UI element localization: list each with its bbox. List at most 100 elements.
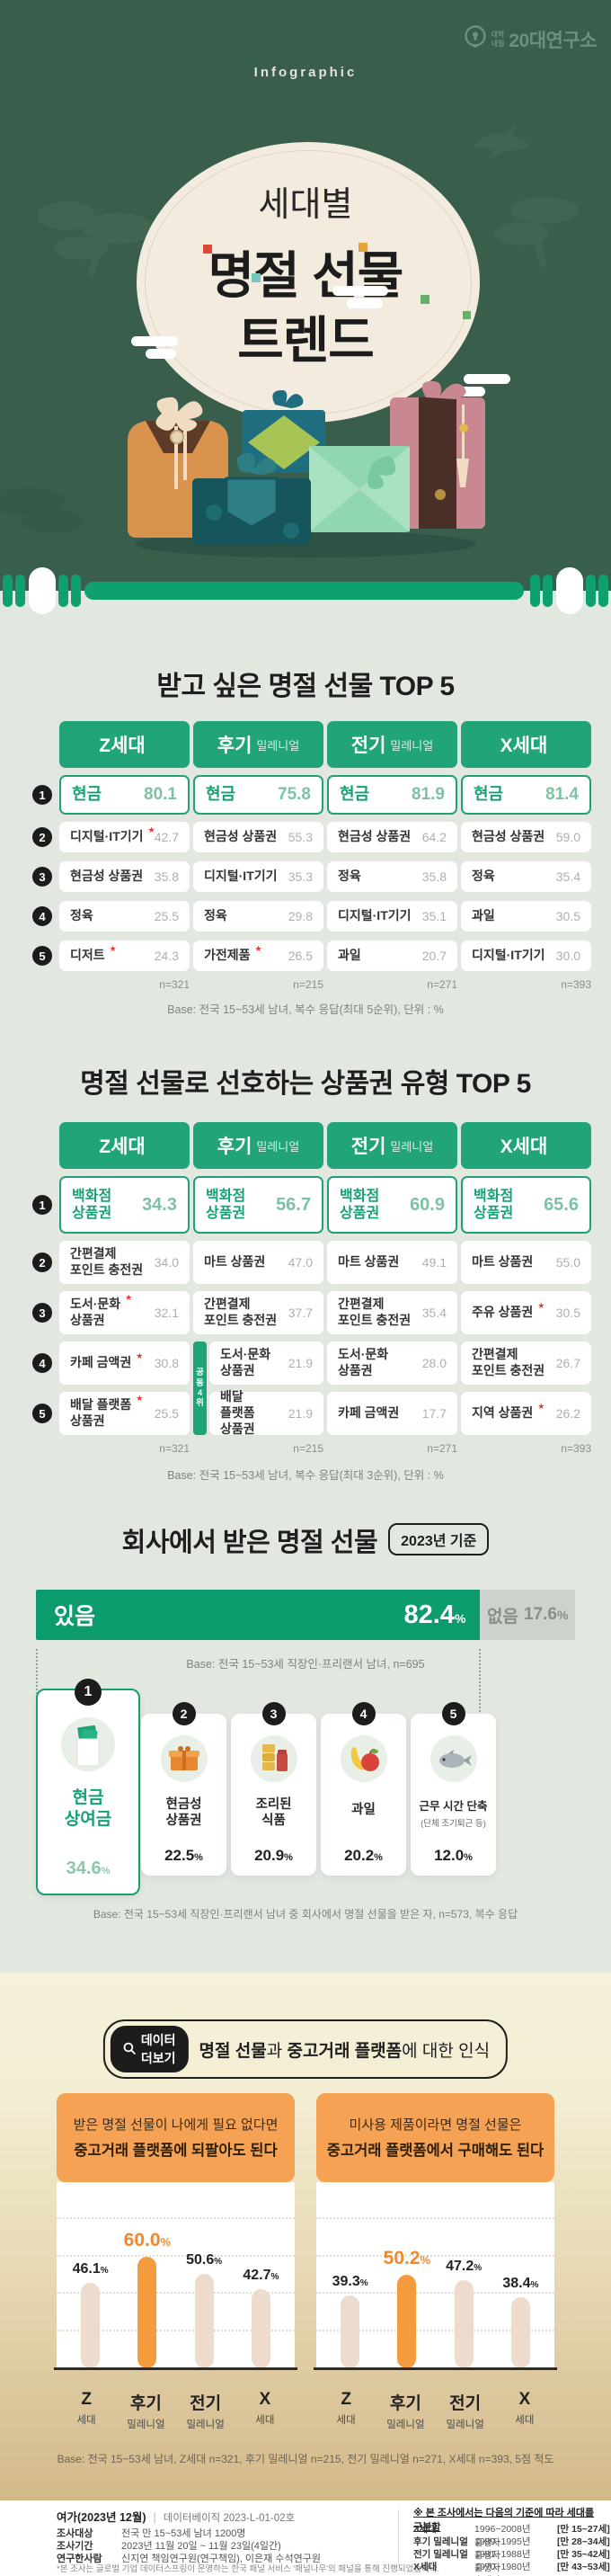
bar-chart-resell: 46.1% 60.0% 50.6% 42.7% [54, 2182, 297, 2370]
sample-size: n=215 [293, 978, 323, 991]
table-cell: 간편결제 포인트 충전권 37.7 [193, 1291, 323, 1334]
table-cell: 카페 금액권 17.7 [327, 1392, 457, 1435]
x-axis [314, 2367, 557, 2370]
table-cell: 과일 30.5 [461, 901, 591, 931]
voucher-label: 간편결제 포인트 충전권 [338, 1297, 412, 1327]
cash-bonus-icon [59, 1716, 117, 1778]
tie-rank-tag: 공 동 4 위 [193, 1341, 207, 1435]
gridline [316, 2330, 554, 2331]
guide-dotted-line [36, 1649, 38, 1726]
infographic-tag: Infographic [253, 65, 358, 80]
no-label: 없음 [486, 1607, 518, 1627]
rod-white-pill [556, 567, 583, 614]
bird-silhouette [473, 124, 530, 160]
gift-voucher-icon [159, 1734, 209, 1788]
voucher-label: 도서·문화 상품권 [220, 1347, 271, 1377]
header-name: Z세대 [99, 1136, 146, 1157]
rank-circle: 4 [32, 1353, 52, 1373]
table-cell: 도서·문화 상품권 28.0 [327, 1341, 457, 1385]
new-entry-star-icon: ★ [136, 1394, 144, 1403]
gridline [57, 2330, 295, 2331]
header-name: 전기 [350, 1136, 386, 1157]
rank-circle: 4 [351, 1702, 376, 1725]
column-header-early-millennial: 전기 밀레니얼 [327, 721, 457, 768]
gridline [316, 2217, 554, 2219]
new-entry-star-icon: ★ [109, 944, 117, 953]
table-cell: 현금 75.8 [193, 775, 323, 815]
separator: | [153, 2511, 156, 2524]
table-cell: 도서·문화 상품권 ★ 32.1 [59, 1291, 190, 1334]
column-header-gen-z: Z세대 [59, 1122, 190, 1169]
voucher-value: 35.4 [421, 1306, 447, 1320]
x-label: X 세대 [515, 2390, 535, 2426]
footer [0, 2500, 611, 2576]
gift-value: 80.1 [144, 785, 177, 804]
voucher-label: 마트 상품권 [472, 1254, 534, 1269]
gift-value: 35.3 [288, 869, 313, 884]
voucher-value: 47.0 [288, 1255, 313, 1270]
bar [194, 2274, 214, 2368]
voucher-value: 25.5 [154, 1406, 179, 1421]
column-header-early-millennial: 전기 밀레니얼 [327, 1122, 457, 1169]
table-cell: 정육 35.4 [461, 861, 591, 892]
voucher-label: 간편결제 포인트 충전권 [70, 1246, 144, 1277]
gift-label: 과일 [338, 948, 361, 962]
gift-card-rank5: 5 근무 시간 단축 (단체 조기퇴근 등) 12.0% [411, 1702, 496, 1876]
title-egg-panel [137, 142, 480, 423]
x-label: 전기 밀레니얼 [186, 2394, 225, 2430]
bar-value-label: 47.2% [446, 2259, 483, 2275]
bar [81, 2282, 101, 2368]
voucher-value: 21.9 [288, 1406, 313, 1421]
table-cell: 백화점 상품권 60.9 [327, 1176, 457, 1234]
footer-key: 조사기간 [57, 2541, 93, 2552]
sample-size: n=393 [561, 1442, 591, 1455]
gift-label: 현금 [206, 785, 236, 804]
gift-label: 현금성 상품권 [472, 829, 545, 843]
gift-value: 81.4 [545, 785, 579, 804]
sample-size: n=393 [561, 978, 591, 991]
x-axis-labels: Z 세대 후기 밀레니얼 전기 밀레니얼 X 세대 [316, 2390, 554, 2431]
voucher-value: 56.7 [276, 1194, 311, 1215]
header-suffix: 밀레니얼 [390, 738, 434, 753]
voucher-value: 32.1 [154, 1306, 179, 1320]
bar-value-label-highlight: 50.2% [383, 2248, 431, 2269]
brand-logo: 대학 내일 20대연구소 [464, 25, 597, 53]
title-line-1: 세대별 [258, 186, 353, 224]
rod-pill [598, 575, 608, 607]
voucher-value: 34.3 [142, 1194, 177, 1215]
bar-chart-buy-used: 39.3% 50.2% 47.2% 38.4% [314, 2182, 557, 2370]
bar-value-label: 39.3% [332, 2273, 368, 2289]
table-cell: 간편결제 포인트 충전권 35.4 [327, 1291, 457, 1334]
bar-value-label: 46.1% [72, 2260, 109, 2277]
bar-column: 42.7% [233, 2182, 289, 2368]
generation-criteria-title: ※ 본 조사에서는 다음의 기준에 따라 세대를 구분함 [413, 2508, 595, 2533]
bar-value-label: 50.6% [186, 2252, 223, 2268]
rank-circle: 2 [32, 827, 52, 847]
voucher-label: 카페 금액권 [338, 1405, 400, 1420]
column-header-late-millennial: 후기 밀레니얼 [193, 1122, 323, 1169]
voucher-label: 도서·문화 상품권 [338, 1347, 389, 1377]
gift-label: 정육 [472, 869, 495, 883]
doc-number: 데이터베이직 2023-L-01-02호 [163, 2513, 296, 2524]
table-cell: 정육 29.8 [193, 901, 323, 931]
logo-small-line2: 내일 [491, 39, 505, 48]
table-cell: 현금성 상품권 35.8 [59, 861, 190, 892]
question-line1: 미사용 제품이라면 명절 선물은 [349, 2117, 522, 2133]
rank-circle: 3 [261, 1702, 286, 1725]
header-name: 전기 [350, 735, 386, 756]
gift-label: 디지털·IT기기 [204, 869, 278, 883]
new-entry-star-icon: ★ [147, 825, 155, 834]
question-card-resell: 받은 명절 선물이 나에게 필요 없다면 중고거래 플랫폼에 되팔아도 된다 [57, 2093, 295, 2182]
no-segment: 없음 17.6% [480, 1590, 575, 1640]
header-suffix: 밀레니얼 [256, 1139, 300, 1154]
card-value: 20.9% [254, 1847, 293, 1864]
lightbulb-pin-icon [464, 25, 487, 53]
bar-column: 50.6% [176, 2182, 233, 2368]
gift-label: 정육 [204, 908, 227, 923]
rank-circle: 1 [32, 785, 52, 805]
footer-row-period: 조사기간 2023년 11월 20일 ~ 11월 23일(4일간) [57, 2538, 281, 2553]
gift-value: 30.0 [555, 949, 580, 963]
gift-value: 25.5 [154, 909, 179, 923]
accent-square-green-2 [463, 311, 471, 319]
